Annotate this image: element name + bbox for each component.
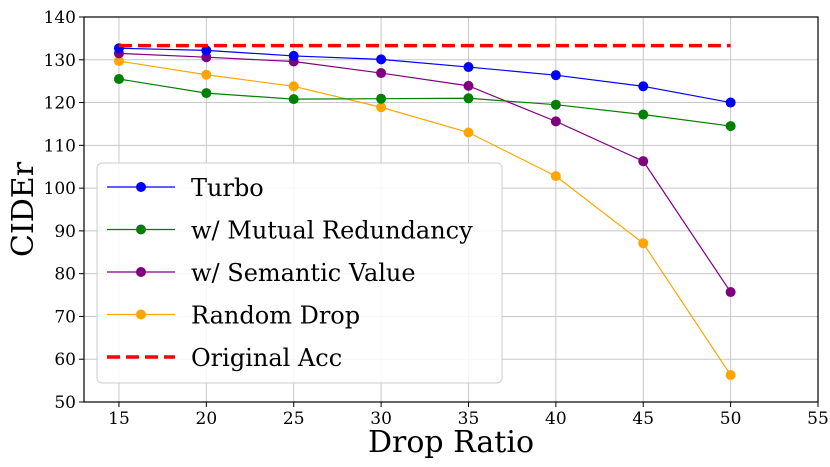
data-point [551,70,561,80]
x-tick-label: 25 [283,409,305,429]
x-tick-label: 45 [632,409,654,429]
legend-label: w/ Mutual Redundancy [191,217,473,245]
legend-marker [136,225,146,235]
data-point [463,93,473,103]
data-point [289,81,299,91]
x-tick-label: 20 [196,409,218,429]
y-tick-label: 90 [54,222,76,242]
data-point [289,51,299,61]
legend-label: Original Acc [191,344,342,372]
y-tick-label: 50 [54,393,76,413]
x-tick-label: 50 [720,409,742,429]
data-point [376,102,386,112]
data-point [726,98,736,108]
legend-marker [136,267,146,277]
y-tick-label: 100 [44,179,76,199]
legend-label: Random Drop [191,302,360,330]
y-tick-label: 80 [54,265,76,285]
x-axis-title: Drop Ratio [368,425,534,460]
x-tick-label: 40 [545,409,567,429]
data-point [376,94,386,104]
data-point [201,88,211,98]
data-point [463,128,473,138]
data-point [726,287,736,297]
legend-label: w/ Semantic Value [191,259,416,287]
y-tick-label: 110 [44,136,76,156]
y-tick-label: 60 [54,350,76,370]
data-point [726,370,736,380]
data-point [463,62,473,72]
y-tick-label: 140 [44,8,76,28]
data-point [114,74,124,84]
x-tick-label: 55 [807,409,829,429]
x-tick-label: 15 [108,409,130,429]
legend-label: Turbo [191,174,264,202]
data-point [638,238,648,248]
legend-marker [136,310,146,320]
data-point [638,110,648,120]
data-point [551,171,561,181]
data-point [376,68,386,78]
legend: Turbo w/ Mutual Redundancy w/ Semantic Val… [97,163,502,383]
legend-marker [136,182,146,192]
data-point [201,70,211,80]
data-point [726,121,736,131]
data-point [638,81,648,91]
data-point [551,116,561,126]
y-tick-label: 120 [44,94,76,114]
y-tick-label: 70 [54,307,76,327]
data-point [551,100,561,110]
y-axis-title: CIDEr [6,161,41,257]
data-point [638,156,648,166]
data-point [289,94,299,104]
data-point [376,54,386,64]
y-tick-label: 130 [44,51,76,71]
data-point [463,81,473,91]
